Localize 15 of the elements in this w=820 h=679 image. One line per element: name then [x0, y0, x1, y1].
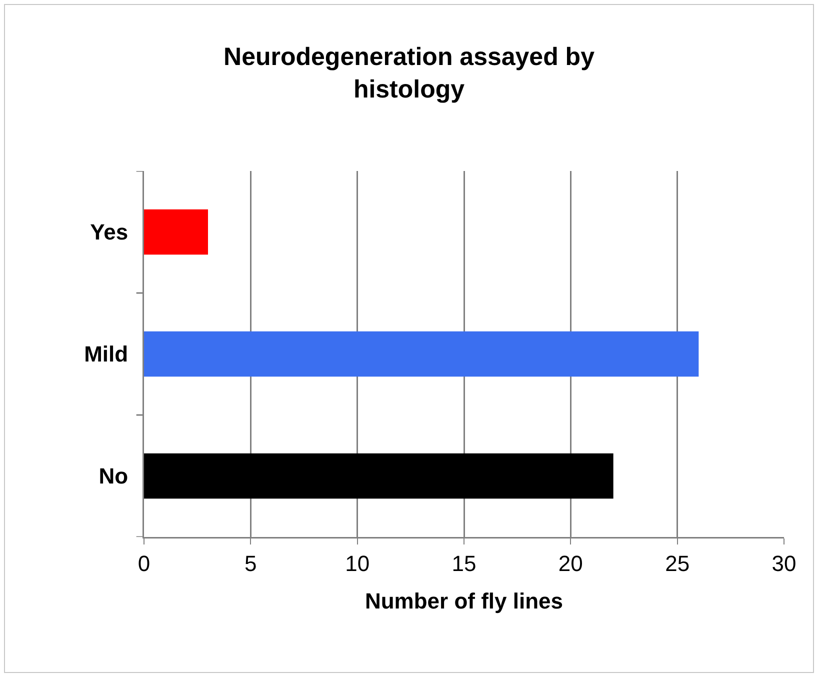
x-tick-label: 0	[138, 550, 150, 576]
bar	[144, 331, 699, 377]
bar	[144, 209, 208, 255]
x-tick-label: 15	[452, 550, 476, 576]
x-tick-label: 25	[665, 550, 690, 576]
x-tick-label: 30	[772, 550, 796, 576]
x-tick-label: 10	[345, 550, 370, 576]
x-tick-label: 5	[244, 550, 257, 576]
y-tick-label: Yes	[90, 220, 128, 245]
chart-title: Neurodegeneration assayed by histology	[224, 43, 595, 104]
y-tick-label: Mild	[84, 342, 128, 367]
x-tick-label: 20	[558, 550, 583, 576]
bar	[144, 453, 614, 499]
x-axis-title: Number of fly lines	[364, 588, 564, 614]
y-tick-label: No	[98, 464, 128, 489]
